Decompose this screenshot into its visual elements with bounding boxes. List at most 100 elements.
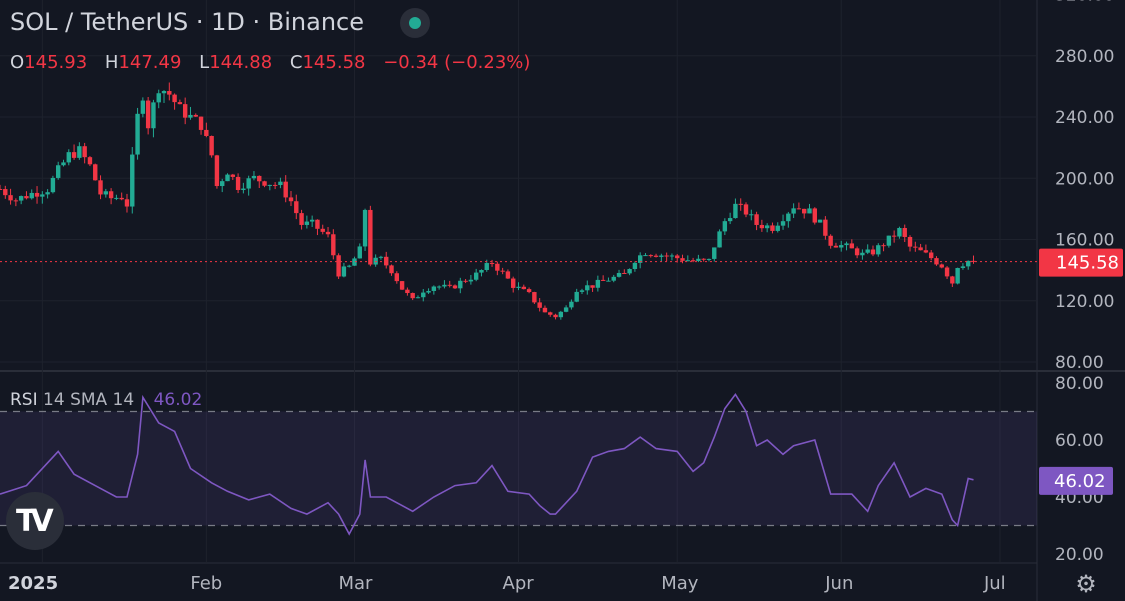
candle-body bbox=[18, 196, 24, 201]
candle-body bbox=[410, 293, 415, 299]
candle-body bbox=[653, 255, 659, 257]
rsi-series bbox=[0, 392, 974, 536]
time-tick-label: 2025 bbox=[8, 573, 58, 594]
candle-body bbox=[727, 218, 733, 222]
candle-body bbox=[606, 280, 611, 282]
price-tick-label: 240.00 bbox=[1055, 108, 1114, 128]
rsi-tick-label: 60.00 bbox=[1055, 431, 1104, 451]
candle-body bbox=[77, 146, 82, 158]
candle-body bbox=[140, 100, 146, 114]
candle-body bbox=[124, 199, 130, 207]
candle-body bbox=[151, 102, 156, 129]
candle-body bbox=[13, 200, 19, 202]
candle-body bbox=[119, 197, 124, 200]
candle-body bbox=[886, 235, 892, 246]
candle-body bbox=[548, 312, 553, 315]
candle-body bbox=[452, 285, 458, 289]
rsi-legend[interactable]: RSI 14 SMA 14 46.02 bbox=[10, 390, 202, 410]
candle-body bbox=[304, 221, 310, 225]
candle-body bbox=[558, 311, 564, 318]
candle-body bbox=[743, 204, 749, 215]
candle-body bbox=[796, 208, 802, 210]
candle-body bbox=[844, 243, 849, 246]
candle-body bbox=[907, 236, 913, 247]
candle-body bbox=[860, 252, 865, 256]
candle-body bbox=[637, 255, 643, 263]
candle-body bbox=[881, 245, 886, 247]
time-tick-label: Feb bbox=[190, 573, 222, 594]
low-label: L bbox=[199, 52, 210, 73]
candle-body bbox=[600, 279, 606, 281]
last-price-badge bbox=[1039, 248, 1123, 277]
candle-body bbox=[299, 213, 304, 225]
candle-body bbox=[770, 225, 775, 231]
candle-body bbox=[346, 265, 352, 267]
candle-body bbox=[759, 224, 765, 229]
candle-body bbox=[0, 188, 3, 190]
candle-body bbox=[283, 181, 288, 198]
candle-body bbox=[595, 279, 601, 288]
candle-body bbox=[331, 234, 336, 256]
candle-body bbox=[960, 266, 966, 269]
candle-body bbox=[246, 178, 251, 189]
candle-body bbox=[98, 180, 103, 195]
candle-body bbox=[479, 269, 484, 273]
candle-body bbox=[114, 197, 119, 199]
candle-body bbox=[473, 272, 479, 280]
candle-body bbox=[145, 100, 151, 129]
candle-body bbox=[950, 276, 955, 284]
rsi-line bbox=[0, 392, 974, 536]
candle-body bbox=[352, 258, 357, 266]
candle-body bbox=[611, 276, 616, 281]
candle-body bbox=[563, 307, 569, 312]
candle-body bbox=[791, 208, 796, 214]
candle-body bbox=[802, 208, 807, 214]
candle-body bbox=[257, 175, 262, 182]
candle-body bbox=[590, 285, 595, 288]
candle-body bbox=[436, 286, 442, 288]
price-tick-label: 160.00 bbox=[1055, 231, 1114, 251]
open-value: 145.93 bbox=[24, 52, 88, 73]
candle-body bbox=[3, 189, 8, 196]
price-axis[interactable]: 320.00 280.00 240.00 200.00 160.00 120.00 80.0… bbox=[1055, 0, 1114, 373]
candle-body bbox=[24, 196, 29, 199]
gear-icon[interactable]: ⚙ bbox=[1075, 570, 1097, 598]
candle-body bbox=[177, 102, 183, 105]
time-axis[interactable]: 2025 Feb Mar Apr May Jun Jul bbox=[8, 573, 1006, 594]
tradingview-logo-icon[interactable]: TV bbox=[6, 492, 64, 550]
candle-body bbox=[431, 286, 437, 291]
candle-body bbox=[161, 91, 167, 94]
time-tick-label: Apr bbox=[503, 573, 535, 594]
price-tick-label: 120.00 bbox=[1055, 292, 1114, 312]
candle-body bbox=[130, 154, 135, 207]
candle-body bbox=[320, 228, 325, 232]
candle-body bbox=[378, 256, 384, 258]
last-price-badge-label: 145.58 bbox=[1056, 253, 1119, 274]
time-tick-label: May bbox=[661, 573, 699, 594]
candle-body bbox=[484, 263, 489, 270]
candle-body bbox=[775, 225, 780, 231]
candle-body bbox=[722, 221, 728, 232]
candle-body bbox=[876, 245, 881, 255]
candle-body bbox=[971, 260, 976, 262]
candle-body bbox=[241, 188, 246, 190]
symbol-title[interactable]: SOL / TetherUS · 1D · Binance bbox=[10, 8, 364, 36]
candle-body bbox=[537, 302, 542, 308]
candle-body bbox=[220, 181, 225, 187]
candle-body bbox=[764, 225, 770, 229]
candle-body bbox=[891, 235, 897, 237]
candle-body bbox=[204, 129, 209, 136]
candle-body bbox=[315, 219, 320, 229]
low-value: 144.88 bbox=[209, 52, 273, 73]
close-value: 145.58 bbox=[302, 52, 366, 73]
candle-body bbox=[902, 227, 907, 237]
candle-body bbox=[288, 197, 294, 202]
candle-body bbox=[923, 250, 929, 253]
candle-body bbox=[368, 209, 373, 265]
candle-body bbox=[34, 192, 40, 197]
candle-body bbox=[733, 203, 738, 219]
candle-body bbox=[870, 249, 876, 255]
candle-body bbox=[294, 201, 299, 214]
candle-body bbox=[421, 292, 426, 298]
